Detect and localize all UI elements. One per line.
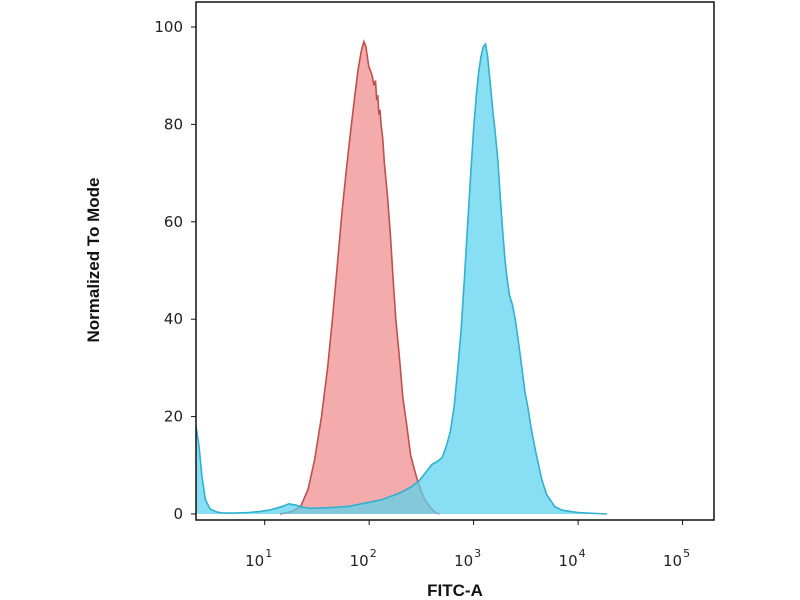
y-tick-label: 80: [164, 115, 183, 133]
histogram-area-2: [196, 44, 608, 514]
series-layer: [195, 39, 608, 515]
plot-frame: [195, 1, 715, 521]
histogram-outline-1: [279, 39, 440, 515]
y-tick-label: 20: [164, 408, 183, 426]
x-tick-label: 103: [454, 547, 481, 570]
x-axis-ticks: 101 102 103 104 105: [245, 520, 690, 570]
x-axis-title: FITC-A: [427, 581, 483, 600]
histogram-area-1: [280, 41, 440, 514]
y-tick-label: 40: [164, 310, 183, 328]
x-tick-label: 104: [559, 547, 586, 570]
y-tick-label: 100: [154, 18, 183, 36]
histogram-outline-2: [195, 42, 608, 515]
y-tick-label: 0: [173, 505, 183, 523]
x-tick-label: 101: [245, 547, 272, 570]
y-axis-title: Normalized To Mode: [84, 178, 103, 343]
x-tick-label: 105: [663, 547, 690, 570]
y-axis-ticks: 0 20 40 60 80 100: [154, 18, 196, 523]
y-tick-label: 60: [164, 213, 183, 231]
x-tick-label: 102: [350, 547, 377, 570]
